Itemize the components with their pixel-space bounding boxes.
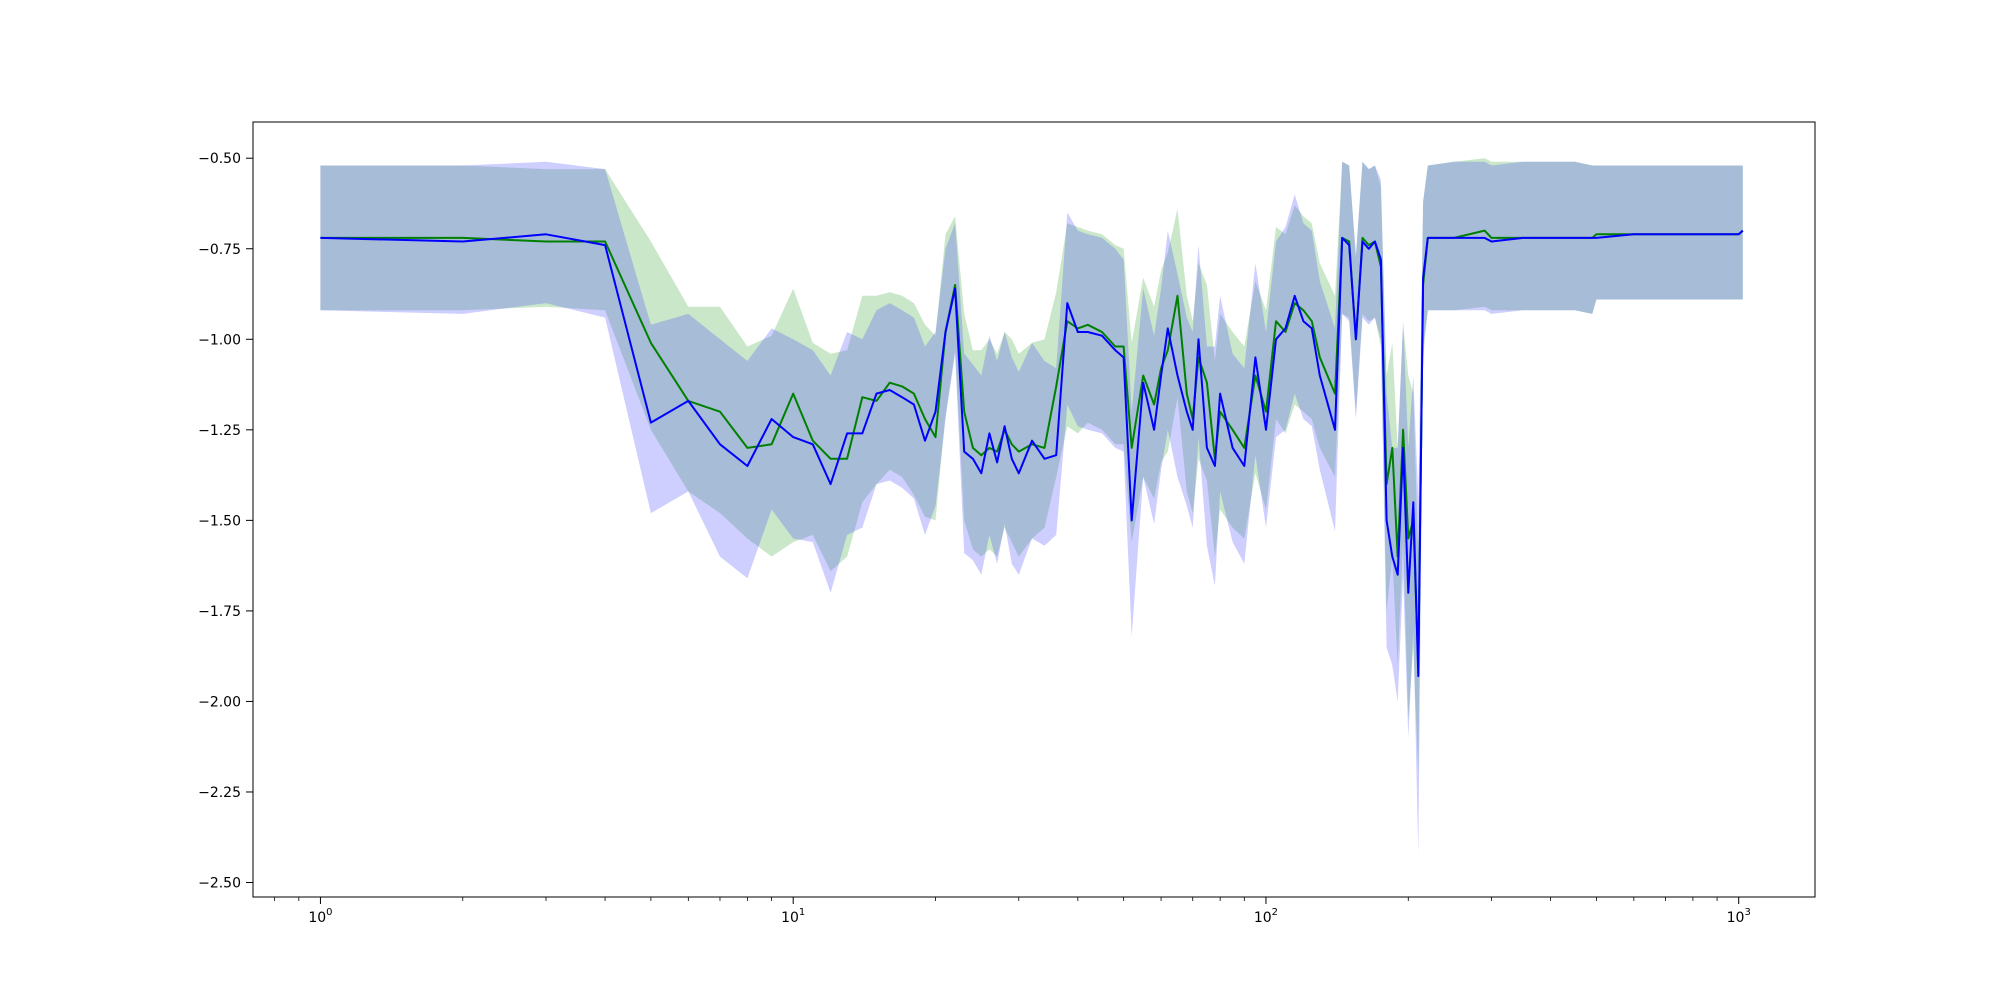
- x-tick-base: 10: [781, 910, 799, 926]
- x-tick-exponent: 3: [1744, 907, 1750, 918]
- y-tick-label: −1.75: [198, 604, 241, 620]
- x-tick-base: 10: [1254, 910, 1272, 926]
- x-tick-label: 103: [1727, 907, 1751, 926]
- x-tick-label: 100: [308, 907, 332, 926]
- x-tick-exponent: 2: [1272, 907, 1278, 918]
- y-tick-label: −2.25: [198, 785, 241, 801]
- series-1-band: [320, 158, 1743, 774]
- y-tick-label: −1.00: [198, 332, 241, 348]
- x-tick-exponent: 0: [326, 907, 332, 918]
- series-2-line: [320, 229, 1744, 678]
- y-tick-label: −0.75: [198, 242, 241, 258]
- x-tick-base: 10: [308, 910, 326, 926]
- y-tick-label: −1.25: [198, 423, 241, 439]
- y-tick-label: −1.50: [198, 513, 241, 529]
- y-tick-label: −0.50: [198, 151, 241, 167]
- confidence-bands: [320, 158, 1743, 854]
- x-axis: 100 101 102 103: [274, 897, 1751, 926]
- y-axis: −0.50 −0.75 −1.00 −1.25 −1.50 −1.75 −2.00 −2.25…: [198, 151, 253, 892]
- x-tick-label: 102: [1254, 907, 1278, 926]
- x-tick-base: 10: [1727, 910, 1745, 926]
- y-tick-label: −2.50: [198, 876, 241, 892]
- x-tick-exponent: 1: [799, 907, 805, 918]
- x-tick-label: 101: [781, 907, 805, 926]
- series-2-band: [320, 161, 1743, 854]
- series-lines: [320, 229, 1744, 678]
- y-tick-label: −2.00: [198, 694, 241, 710]
- plot-frame: [252, 121, 1816, 898]
